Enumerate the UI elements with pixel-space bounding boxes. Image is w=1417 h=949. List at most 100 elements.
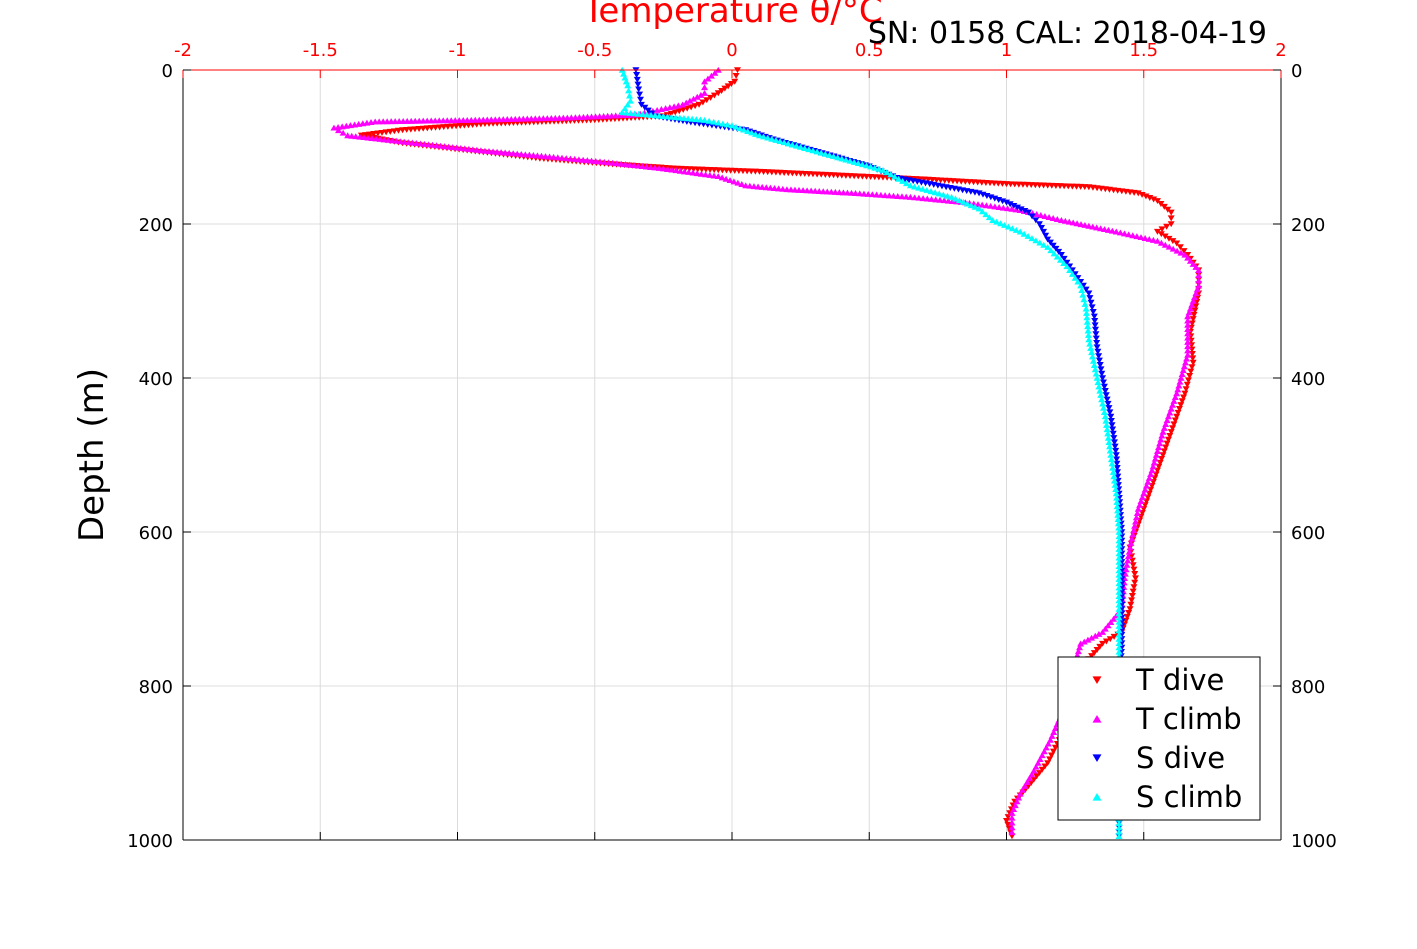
data-point — [1035, 221, 1043, 228]
data-point — [834, 154, 842, 161]
data-point — [846, 157, 854, 164]
data-point — [1084, 331, 1092, 338]
data-point — [1189, 359, 1197, 366]
data-point — [1109, 464, 1117, 471]
data-point — [1125, 610, 1133, 616]
data-point — [1127, 539, 1135, 546]
data-point — [1113, 465, 1121, 471]
data-point — [666, 104, 674, 111]
data-point — [1181, 251, 1189, 258]
data-point — [726, 177, 734, 184]
data-point — [1107, 619, 1115, 625]
data-point — [1095, 357, 1103, 364]
data-point — [571, 155, 579, 162]
x-tick-label: 0.5 — [855, 40, 884, 61]
data-point — [1131, 579, 1139, 586]
data-point — [1093, 647, 1101, 653]
legend-marker — [1092, 754, 1102, 763]
data-point — [1089, 353, 1097, 360]
data-point — [1024, 232, 1032, 239]
data-point — [609, 159, 617, 166]
data-point — [1081, 221, 1089, 228]
data-point — [1158, 432, 1166, 439]
data-point — [801, 145, 809, 151]
data-point — [1170, 421, 1178, 428]
data-point — [1111, 481, 1119, 488]
data-point — [1114, 477, 1122, 484]
data-point — [1033, 773, 1041, 780]
data-point — [873, 191, 881, 198]
data-point — [1115, 528, 1123, 535]
data-point — [633, 76, 641, 83]
data-point — [1115, 597, 1123, 604]
y-tick-label-right: 800 — [1291, 677, 1325, 698]
data-point — [1093, 340, 1101, 346]
data-point — [898, 193, 906, 200]
data-point — [838, 155, 846, 162]
y-tick-label-left: 600 — [139, 523, 173, 544]
legend: T dive T climb S dive S climb — [1057, 656, 1261, 821]
data-point — [1115, 580, 1123, 587]
data-point — [1130, 566, 1138, 573]
data-point — [1132, 575, 1140, 582]
data-point — [850, 158, 858, 165]
data-point — [1097, 366, 1105, 373]
data-point — [1124, 553, 1132, 559]
data-point — [550, 153, 558, 160]
data-point — [1130, 527, 1138, 534]
data-point — [697, 170, 705, 177]
data-point — [1169, 245, 1177, 252]
data-point — [1099, 628, 1107, 635]
data-point — [1116, 229, 1124, 236]
data-point — [371, 118, 379, 125]
data-point — [1132, 518, 1140, 525]
data-point — [744, 128, 752, 134]
data-point — [1153, 237, 1161, 244]
data-point — [982, 211, 990, 218]
y-tick-label-left: 800 — [139, 677, 173, 698]
data-point — [727, 81, 735, 88]
data-point — [1189, 297, 1197, 304]
data-point — [1156, 440, 1164, 447]
data-point — [1090, 362, 1098, 368]
data-point — [1092, 326, 1100, 333]
data-point — [871, 164, 879, 171]
data-point — [1184, 334, 1192, 341]
y-tick-label-right: 200 — [1291, 215, 1325, 236]
data-point — [1106, 443, 1114, 450]
data-point — [1101, 625, 1109, 632]
data-point — [1179, 367, 1187, 374]
x-tick-label: -1.5 — [303, 40, 338, 61]
data-point — [1115, 567, 1123, 574]
data-point — [793, 142, 801, 149]
data-point — [1171, 394, 1179, 401]
data-point — [1146, 195, 1154, 201]
data-point — [1098, 396, 1106, 403]
data-point — [1090, 313, 1098, 320]
data-point — [1021, 207, 1029, 214]
data-point — [1104, 434, 1112, 441]
data-point — [635, 86, 643, 93]
data-point — [1167, 221, 1175, 228]
data-point — [1099, 400, 1107, 407]
data-point — [1095, 383, 1103, 390]
data-point — [1151, 455, 1159, 462]
data-point — [1115, 828, 1123, 835]
data-point — [1115, 554, 1123, 561]
data-point — [1178, 371, 1186, 377]
data-point — [1037, 225, 1045, 231]
data-point — [664, 166, 672, 172]
data-point — [714, 173, 722, 180]
data-point — [626, 92, 634, 99]
data-point — [1115, 605, 1123, 612]
data-point — [1099, 379, 1107, 386]
data-point — [1091, 318, 1099, 324]
data-point — [714, 119, 722, 126]
data-point — [863, 162, 871, 169]
data-point — [583, 157, 591, 164]
data-point — [1093, 344, 1101, 351]
data-point — [1176, 378, 1184, 385]
data-point — [1066, 267, 1074, 273]
data-point — [1166, 432, 1174, 439]
data-point — [697, 91, 705, 98]
